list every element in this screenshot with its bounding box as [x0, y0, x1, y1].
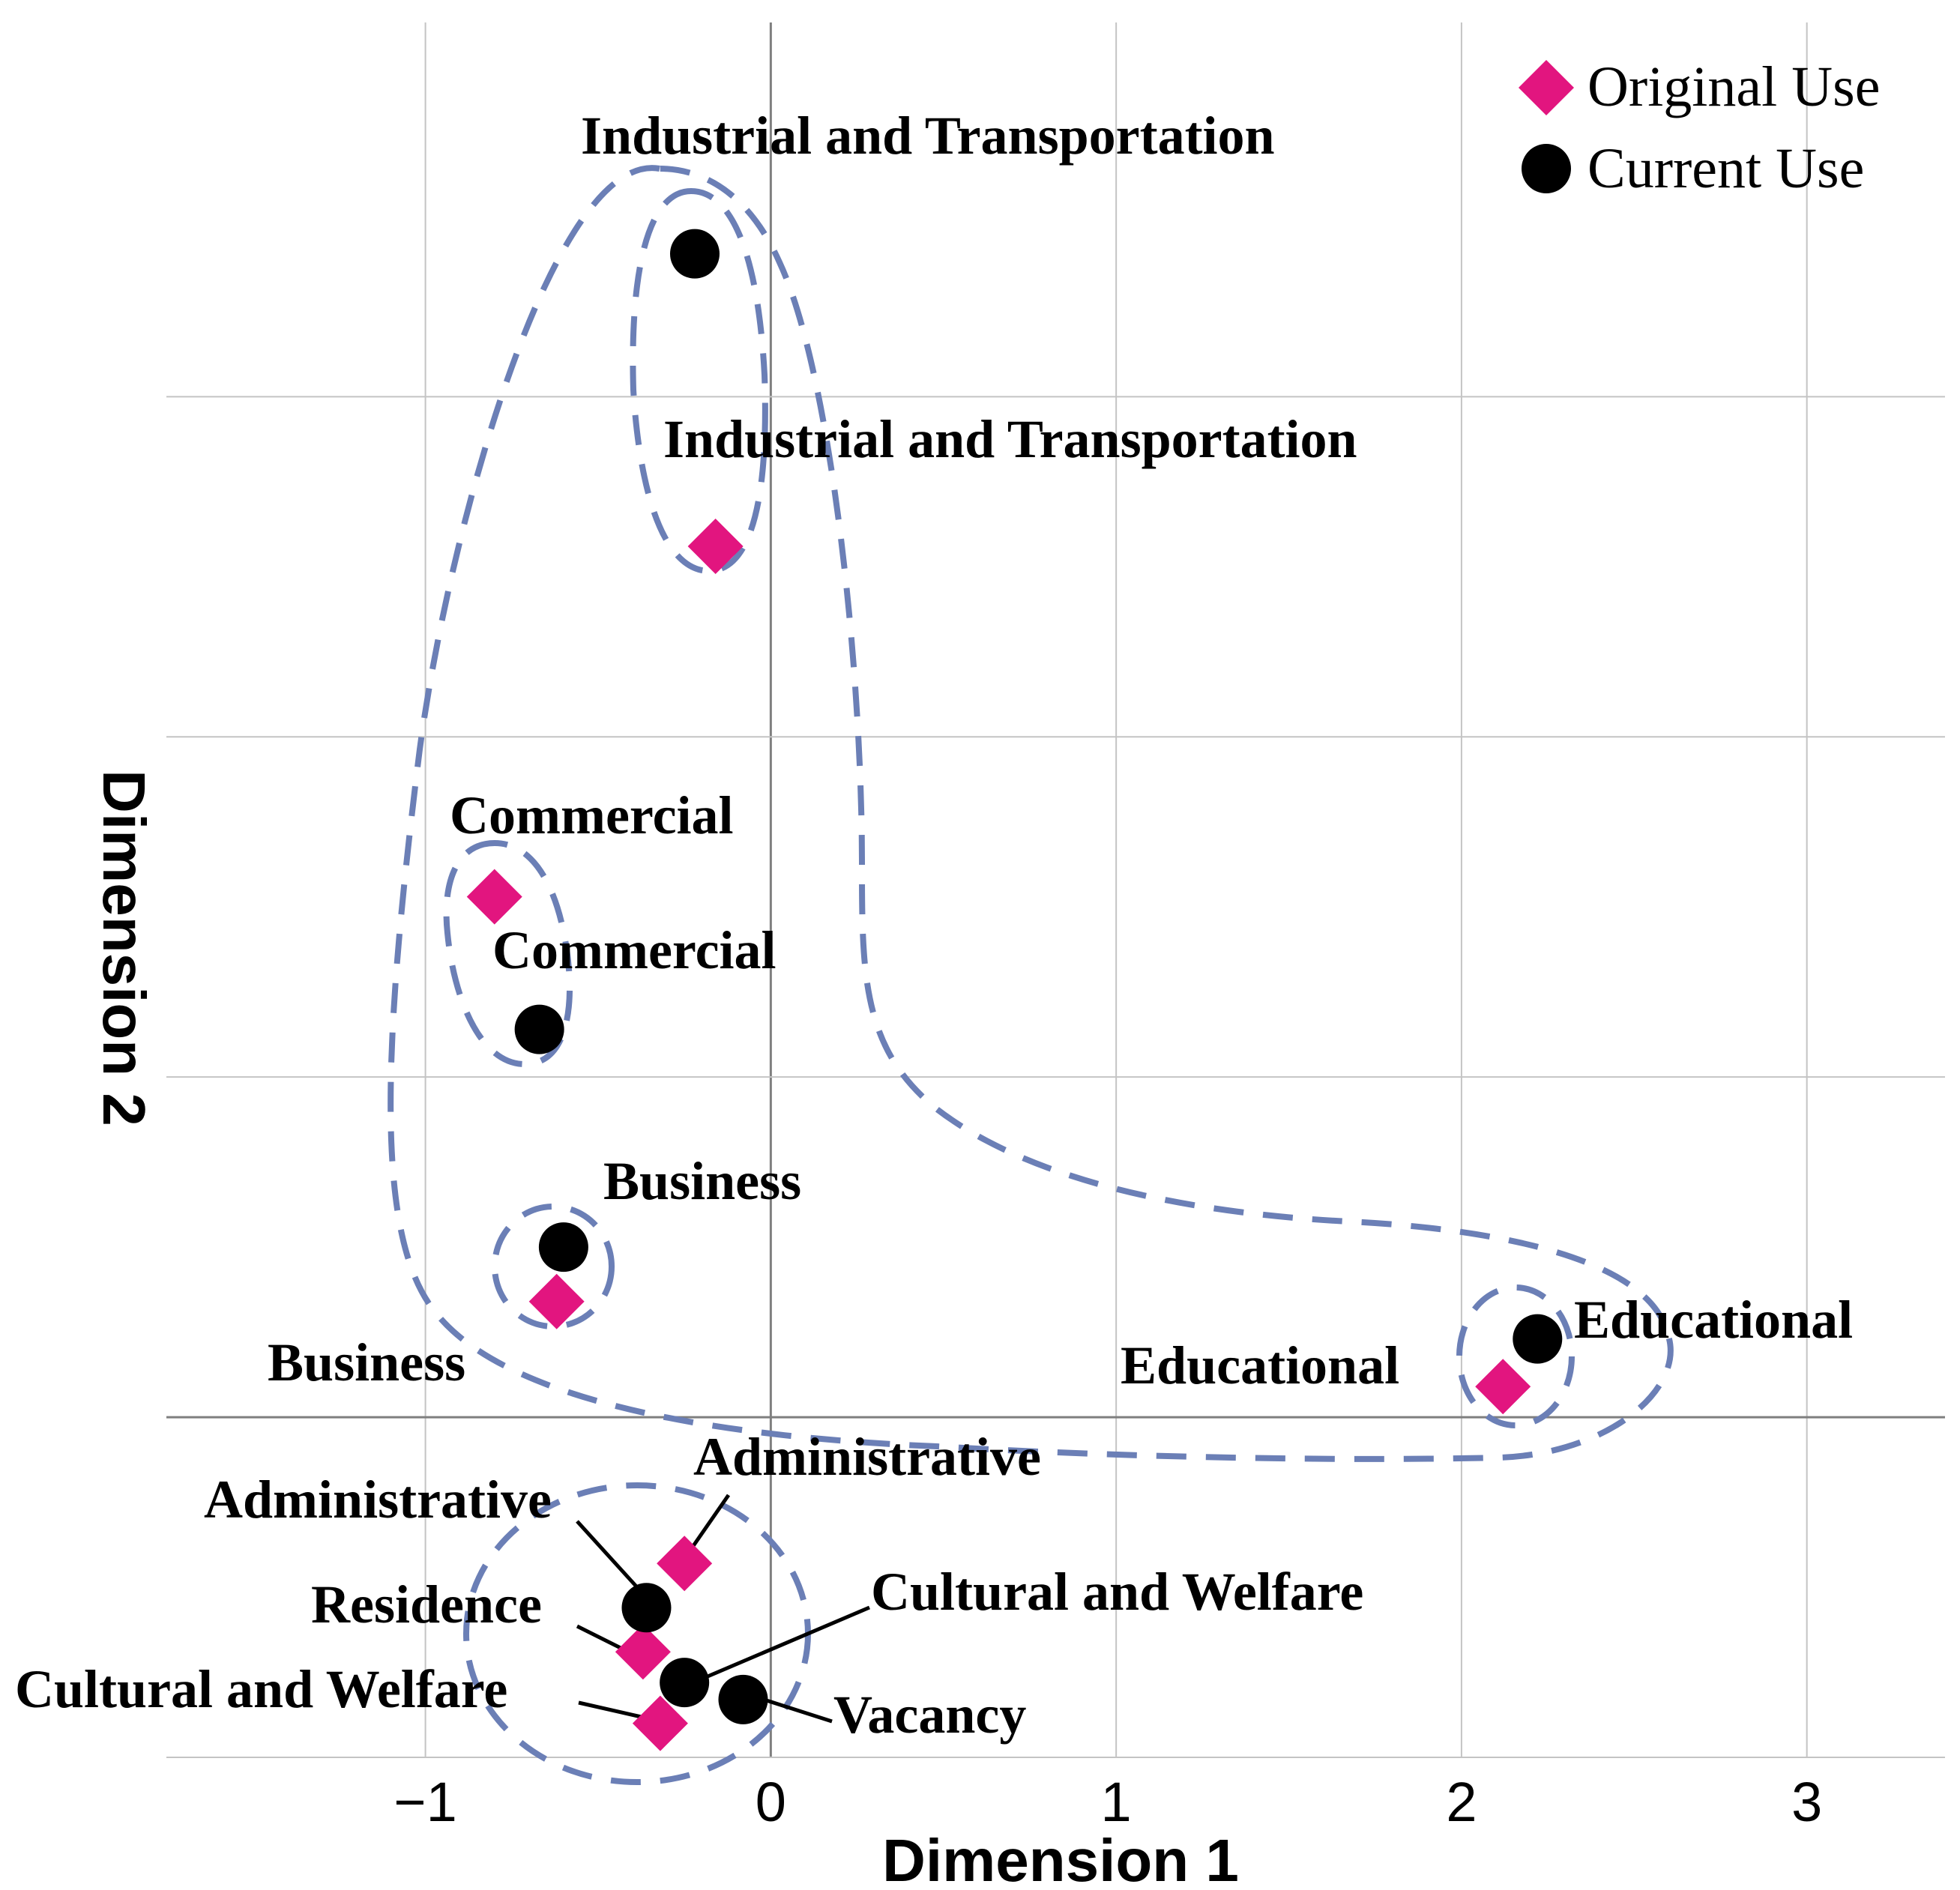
legend: Original Use Current Use [1519, 55, 1880, 200]
current-use-marker [718, 1674, 768, 1724]
cluster-main [388, 165, 1674, 1462]
current-use-marker [660, 1658, 710, 1708]
data-points [466, 229, 1563, 1751]
point-labels: Industrial and Transportation Industrial… [15, 106, 1853, 1745]
cluster-educational [1456, 1284, 1575, 1428]
label-industrial-current: Industrial and Transportation [581, 106, 1275, 166]
leader-cultural-current [696, 1605, 870, 1683]
current-use-marker [621, 1583, 672, 1633]
x-tick-label: 1 [1101, 1771, 1132, 1833]
x-axis-title: Dimension 1 [882, 1827, 1239, 1890]
label-residence: Residence [311, 1575, 542, 1634]
x-tick-label: 3 [1791, 1771, 1822, 1833]
label-industrial-original: Industrial and Transportation [663, 409, 1357, 469]
label-educational-original: Educational [1121, 1335, 1399, 1395]
label-cultural-current: Cultural and Welfare [871, 1562, 1363, 1622]
leader-lines [576, 1494, 870, 1724]
current-use-marker [514, 1004, 564, 1054]
leader-administrative-current [576, 1520, 639, 1589]
current-use-marker [669, 229, 720, 279]
leader-administrative-original [687, 1494, 731, 1553]
legend-circle-icon [1522, 144, 1571, 193]
label-administrative-current: Administrative [204, 1470, 552, 1530]
y-axis-title: Dimension 2 [91, 770, 157, 1126]
cluster-industrial [630, 187, 768, 575]
legend-label-original: Original Use [1587, 55, 1880, 118]
legend-diamond-icon [1519, 60, 1574, 115]
original-use-marker [1475, 1359, 1531, 1415]
original-use-marker [528, 1273, 585, 1329]
current-use-marker [538, 1222, 588, 1272]
label-administrative-original: Administrative [693, 1427, 1041, 1487]
x-tick-label: −1 [393, 1771, 456, 1833]
label-educational-current: Educational [1574, 1290, 1853, 1350]
leader-vacancy [756, 1695, 833, 1724]
x-tick-label: 2 [1446, 1771, 1477, 1833]
cluster-business [492, 1204, 615, 1329]
original-use-marker [687, 519, 744, 575]
cluster-commercial [443, 839, 573, 1068]
original-use-marker [632, 1695, 688, 1751]
leader-cultural-original [578, 1700, 645, 1720]
label-cultural-original: Cultural and Welfare [15, 1659, 507, 1719]
label-commercial-current: Commercial [492, 920, 777, 980]
label-vacancy: Vacancy [833, 1685, 1026, 1745]
leader-residence [576, 1624, 624, 1651]
label-business-current: Business [603, 1151, 801, 1211]
x-tick-labels: −1 0 1 2 3 [393, 1771, 1822, 1833]
legend-label-current: Current Use [1587, 137, 1864, 200]
label-commercial-original: Commercial [450, 785, 734, 845]
current-use-marker [1513, 1314, 1563, 1364]
original-use-marker [657, 1536, 713, 1592]
grid [166, 22, 1945, 1758]
label-business-original: Business [268, 1332, 465, 1392]
original-use-marker [466, 869, 522, 925]
x-tick-label: 0 [756, 1771, 786, 1833]
original-use-marker [615, 1624, 671, 1680]
